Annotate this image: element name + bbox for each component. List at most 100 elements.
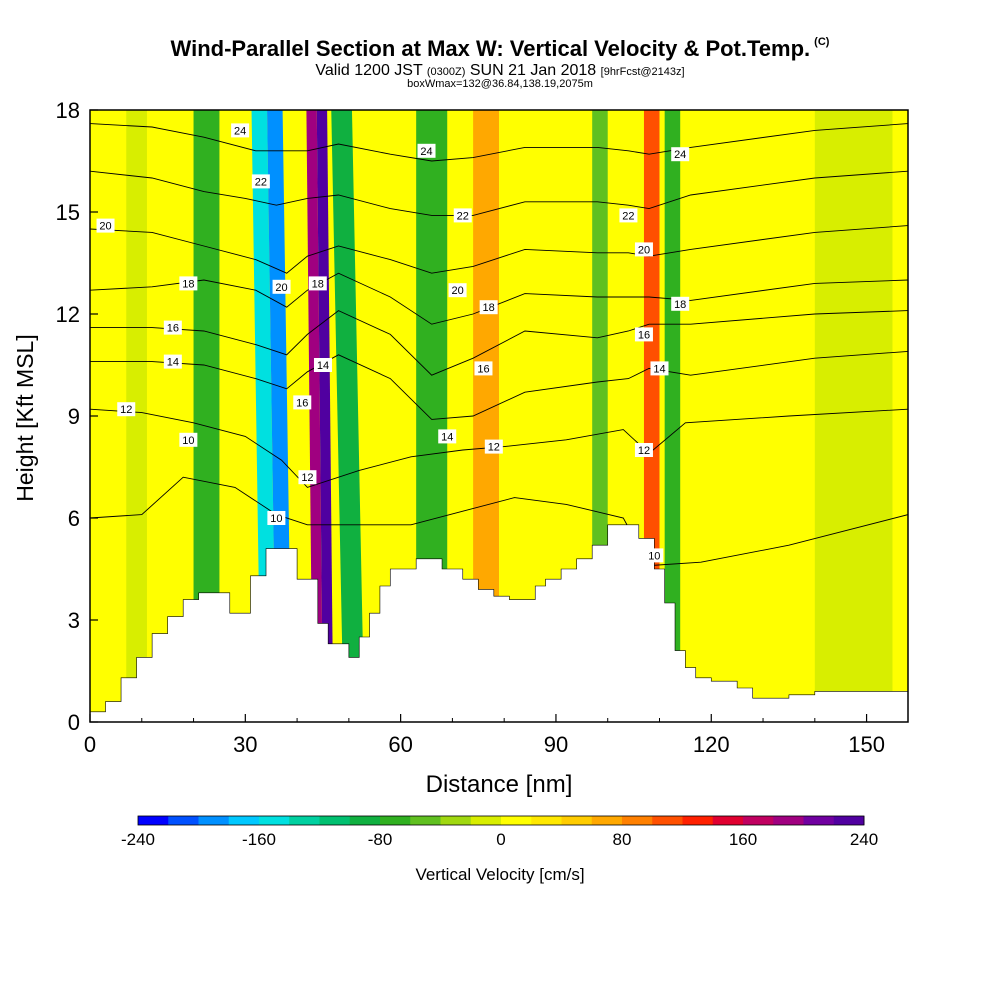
copyright-mark: (C)	[814, 36, 830, 48]
terrain-mask	[90, 524, 908, 722]
colorbar: -240 -160 -80 0 80 160 240	[121, 815, 878, 849]
chart-subtitle: Valid 1200 JST (0300Z) SUN 21 Jan 2018 […	[0, 62, 1000, 80]
contour-label-bg	[293, 395, 312, 410]
contour-label: 16	[296, 397, 308, 409]
contour-label: 10	[182, 435, 194, 447]
contour-label-bg	[231, 123, 250, 138]
chart-box-info: boxWmax=132@36.84,138.19,2075m	[407, 78, 593, 90]
colorbar-swatch	[319, 816, 351, 825]
theta-contour	[90, 170, 908, 216]
theta-contour	[90, 476, 908, 567]
x-tick-label: 0	[84, 732, 96, 757]
x-tick-label: 120	[693, 732, 730, 757]
contour-label-bg	[619, 208, 638, 223]
colorbar-swatch	[501, 816, 532, 825]
contour-label: 10	[270, 513, 282, 525]
axes: 0 30 60 90 120 150 0 3 6 9 12 15 18	[56, 98, 885, 757]
colorbar-swatch	[289, 816, 320, 825]
velocity-band	[473, 110, 499, 722]
y-tick-label: 3	[68, 608, 80, 633]
contour-label: 14	[167, 357, 179, 369]
contour-label: 14	[441, 431, 453, 443]
colorbar-label: Vertical Velocity [cm/s]	[415, 865, 584, 884]
contour-label: 18	[312, 278, 324, 290]
colorbar-swatch	[591, 816, 623, 825]
colorbar-tick-label: -240	[121, 830, 155, 849]
contour-label-bg	[267, 511, 286, 525]
colorbar-swatch	[259, 816, 290, 825]
theta-contour	[90, 123, 908, 162]
colorbar-swatch	[138, 816, 169, 825]
contour-label-bg	[298, 470, 317, 485]
contour-label: 22	[457, 210, 469, 222]
contour-label-bg	[163, 320, 182, 335]
theta-contour	[90, 310, 908, 376]
contour-label-bg	[179, 276, 198, 291]
contour-label: 20	[638, 244, 650, 256]
colorbar-swatch	[470, 816, 502, 825]
contour-label: 10	[648, 550, 660, 562]
contour-label-bg	[179, 432, 198, 447]
contour-label-bg	[96, 218, 115, 233]
x-tick-label: 90	[544, 732, 568, 757]
velocity-band	[306, 110, 323, 722]
y-tick-label: 12	[56, 302, 80, 327]
theta-contour	[90, 408, 908, 488]
colorbar-tick-label: 240	[850, 830, 878, 849]
colorbar-swatch	[228, 816, 260, 825]
y-tick-label: 9	[68, 404, 80, 429]
contour-label: 12	[120, 404, 132, 416]
contour-label: 16	[167, 323, 179, 335]
subtitle-utc: (0300Z)	[426, 66, 466, 78]
contour-label-bg	[313, 358, 332, 372]
colorbar-swatch	[349, 816, 381, 825]
contour-label: 24	[234, 125, 246, 137]
contour-label-bg	[163, 354, 182, 369]
contour-label-bg	[671, 147, 690, 162]
terrain-profile	[90, 524, 908, 722]
y-tick-label: 6	[68, 506, 80, 531]
velocity-band	[193, 110, 220, 722]
subtitle-forecast: [9hrFcst@2143z]	[600, 66, 685, 78]
contour-label: 16	[477, 363, 489, 375]
colorbar-swatch	[712, 816, 744, 825]
theta-contour	[90, 272, 908, 325]
colorbar-swatch	[380, 816, 411, 825]
contour-label-bg	[479, 300, 498, 315]
velocity-band	[126, 110, 147, 722]
contour-label-bg	[448, 283, 467, 298]
colorbar-swatch	[531, 816, 562, 825]
contour-label: 18	[182, 278, 194, 290]
contour-label-bg	[484, 439, 503, 454]
colorbar-swatch	[622, 816, 653, 825]
contour-label-bg	[251, 174, 270, 189]
y-tick-label: 0	[68, 710, 80, 735]
contour-label-bg	[634, 327, 653, 342]
contour-label-bg	[272, 279, 291, 294]
contour-label: 14	[653, 363, 665, 375]
subtitle-date: SUN 21 Jan 2018	[469, 62, 597, 79]
contour-label: 18	[483, 302, 495, 314]
contour-label: 12	[488, 442, 500, 454]
y-tick-label: 15	[56, 200, 80, 225]
x-tick-label: 30	[233, 732, 257, 757]
colorbar-tick-label: -160	[242, 830, 276, 849]
contour-label-bg	[634, 242, 653, 257]
colorbar-swatch	[803, 816, 835, 825]
colorbar-swatch	[561, 816, 593, 825]
contour-label-bg	[117, 402, 136, 417]
contour-label-bg	[645, 548, 664, 563]
contour-label-bg	[634, 443, 653, 457]
contour-label-bg	[650, 361, 669, 376]
contour-label-bg	[308, 276, 327, 291]
contour-label: 24	[420, 146, 432, 158]
colorbar-tick-label: 0	[496, 830, 505, 849]
chart-title-text: Wind-Parallel Section at Max W: Vertical…	[170, 36, 811, 61]
contour-label-bg	[474, 361, 493, 376]
contour-label-bg	[671, 296, 690, 311]
contour-label: 20	[99, 221, 111, 233]
contour-label: 18	[674, 299, 686, 311]
contour-label: 20	[451, 285, 463, 297]
contour-label: 24	[674, 149, 686, 161]
